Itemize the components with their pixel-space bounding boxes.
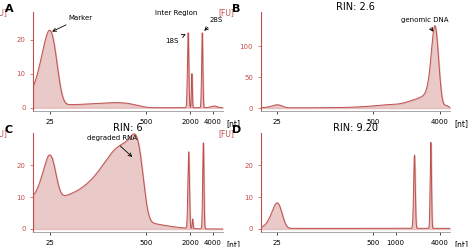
Text: [nt]: [nt] xyxy=(227,240,241,247)
Text: A: A xyxy=(5,4,13,14)
Title: RIN: 2.6: RIN: 2.6 xyxy=(336,1,375,12)
Y-axis label: [FU]: [FU] xyxy=(0,129,7,138)
Title: RIN: 6: RIN: 6 xyxy=(113,123,143,133)
Y-axis label: [FU]: [FU] xyxy=(0,8,7,17)
Text: [nt]: [nt] xyxy=(454,240,468,247)
Y-axis label: [FU]: [FU] xyxy=(219,8,235,17)
Text: D: D xyxy=(232,125,242,135)
Text: Marker: Marker xyxy=(53,15,92,31)
Text: 28S: 28S xyxy=(205,17,222,30)
Text: B: B xyxy=(232,4,241,14)
Text: 18S: 18S xyxy=(165,35,185,44)
Text: [nt]: [nt] xyxy=(227,119,241,128)
Y-axis label: [FU]: [FU] xyxy=(219,129,235,138)
Text: [nt]: [nt] xyxy=(454,119,468,128)
Text: genomic DNA: genomic DNA xyxy=(401,17,449,31)
Text: Inter Region: Inter Region xyxy=(155,10,198,16)
Text: C: C xyxy=(5,125,13,135)
Title: RIN: 9.20: RIN: 9.20 xyxy=(333,123,378,133)
Text: degraded RNA: degraded RNA xyxy=(87,135,137,156)
